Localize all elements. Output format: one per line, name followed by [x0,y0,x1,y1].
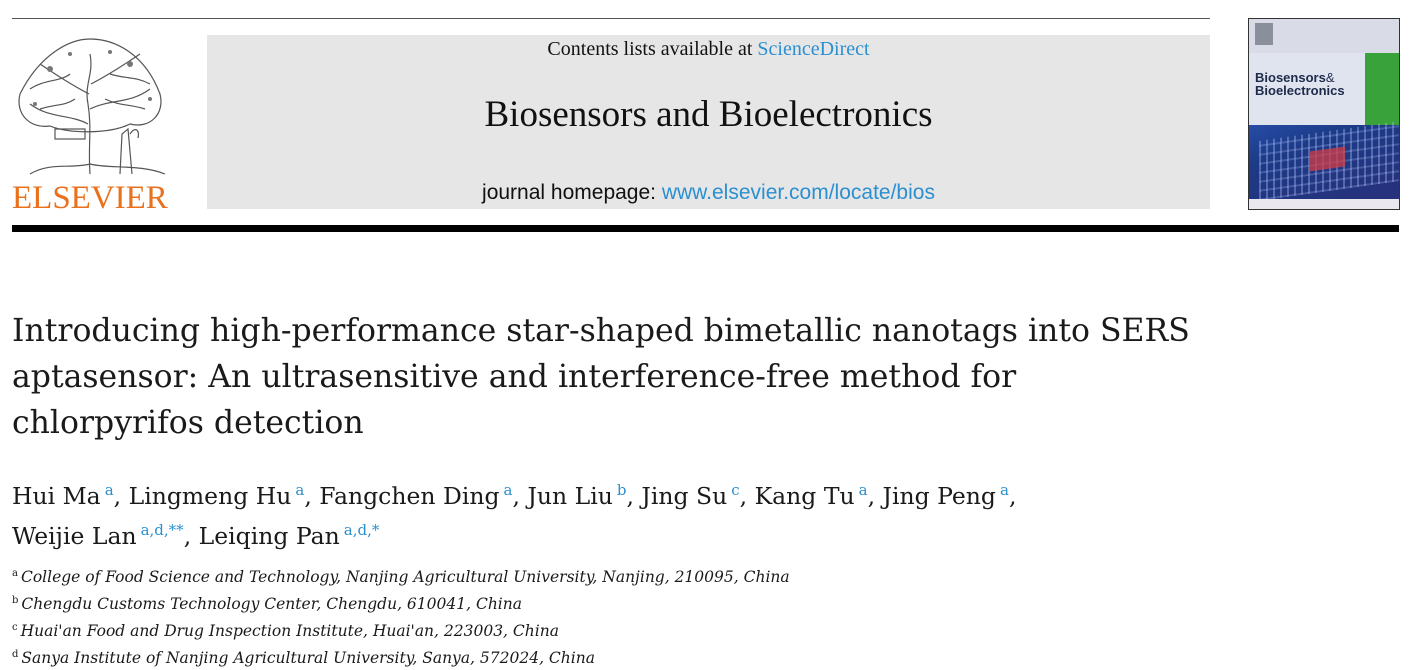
homepage-prefix: journal homepage: [482,181,662,204]
author-affiliation-link[interactable]: a [104,481,114,499]
author-name[interactable]: Lingmeng Hu [128,482,292,510]
affiliation-text: Chengdu Customs Technology Center, Cheng… [21,595,522,613]
contents-line: Contents lists available at ScienceDirec… [207,38,1210,61]
author-affiliation-link[interactable]: a [858,481,868,499]
cover-title-line2: Bioelectronics [1255,83,1345,98]
author-name[interactable]: Fangchen Ding [319,482,500,510]
elsevier-wordmark[interactable]: ELSEVIER [12,180,168,216]
cover-title: Biosensors& Bioelectronics [1255,71,1345,97]
title-line-3: chlorpyrifos detection [12,405,364,441]
author-affiliation-link[interactable]: a,d,** [140,521,184,539]
cover-title-band [1249,53,1365,125]
affiliation-item: d Sanya Institute of Nanjing Agricultural… [12,643,1312,670]
homepage-link[interactable]: www.elsevier.com/locate/bios [661,181,935,204]
top-rule [12,18,1210,19]
affiliation-mark: a [12,568,18,579]
homepage-line: journal homepage: www.elsevier.com/locat… [207,181,1210,205]
author-affiliation-link[interactable]: a [999,481,1009,499]
author-affiliation-link[interactable]: a [295,481,305,499]
cover-green-panel [1365,53,1399,125]
journal-title: Biosensors and Bioelectronics [484,94,933,135]
affiliation-item: a College of Food Science and Technology,… [12,562,1312,589]
affiliation-list: a College of Food Science and Technology,… [12,562,1312,670]
title-line-2: aptasensor: An ultrasensitive and interf… [12,359,1017,395]
cover-publisher-logo [1255,23,1273,45]
affiliation-text: Sanya Institute of Nanjing Agricultural … [21,649,595,667]
article-title: Introducing high-performance star-shaped… [12,308,1312,446]
author-name[interactable]: Jing Peng [882,482,996,510]
cover-header [1249,19,1399,53]
author-name[interactable]: Leiqing Pan [198,522,340,550]
affiliation-mark: d [12,649,19,660]
author-affiliation-link[interactable]: b [616,481,627,499]
affiliation-item: b Chengdu Customs Technology Center, Chen… [12,589,1312,616]
header-divider [12,225,1399,232]
author-affiliation-link[interactable]: a [503,481,513,499]
affiliation-mark: b [12,595,19,606]
affiliation-mark: c [12,622,18,633]
journal-cover-image[interactable]: Biosensors& Bioelectronics [1248,18,1400,210]
affiliation-text: College of Food Science and Technology, … [20,568,790,586]
journal-masthead: Contents lists available at ScienceDirec… [207,35,1210,209]
author-name[interactable]: Kang Tu [754,482,855,510]
author-name[interactable]: Weijie Lan [12,522,137,550]
author-name[interactable]: Jing Su [641,482,728,510]
elsevier-tree-logo [10,34,170,210]
author-name[interactable]: Hui Ma [12,482,101,510]
author-affiliation-link[interactable]: a,d,* [343,521,380,539]
title-line-1: Introducing high-performance star-shaped… [12,313,1190,349]
author-name[interactable]: Jun Liu [527,482,613,510]
cover-footer [1249,199,1399,209]
affiliation-item: c Huai'an Food and Drug Inspection Instit… [12,616,1312,643]
contents-prefix: Contents lists available at [547,38,758,60]
affiliation-text: Huai'an Food and Drug Inspection Institu… [20,622,559,640]
author-affiliation-link[interactable]: c [731,481,740,499]
cover-title-amp: & [1325,70,1335,85]
author-list: Hui Ma a, Lingmeng Hu a, Fangchen Ding a, J… [12,481,1017,550]
sciencedirect-link[interactable]: ScienceDirect [757,38,870,60]
cover-title-line1: Biosensors [1255,70,1326,85]
